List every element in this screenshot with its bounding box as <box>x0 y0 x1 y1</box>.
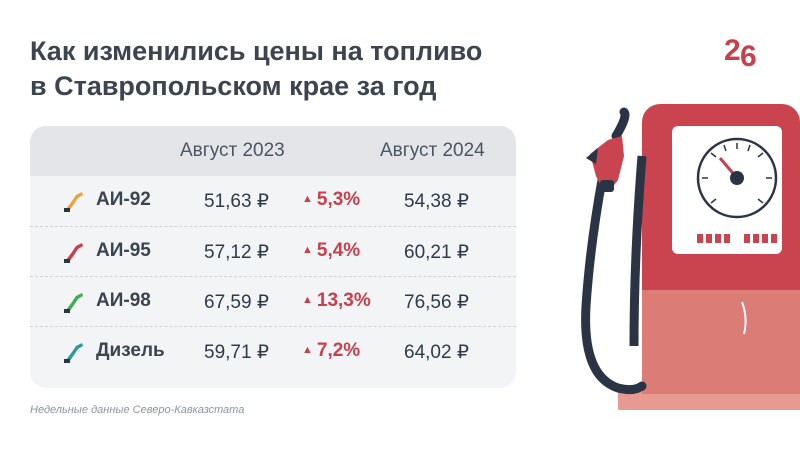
fuel-name: АИ-92 <box>96 189 151 210</box>
header-august-2023: Август 2023 <box>180 140 285 161</box>
price-change: ▲ 5,3% <box>302 189 360 211</box>
table-row: АИ-98 67,59 ₽ ▲ 13,3% 76,56 ₽ <box>30 276 516 326</box>
logo-26: 2 6 <box>724 34 757 70</box>
price-august-2023: 57,12 ₽ <box>204 242 269 263</box>
up-triangle-icon: ▲ <box>302 193 313 205</box>
price-august-2024: 64,02 ₽ <box>404 342 469 363</box>
header-august-2024: Август 2024 <box>380 140 485 161</box>
change-value: 5,3% <box>316 189 361 210</box>
fuel-name: АИ-95 <box>96 240 151 261</box>
source-footnote: Недельные данные Северо-Кавказстата <box>30 404 245 416</box>
svg-text:6: 6 <box>740 40 757 70</box>
price-change: ▲ 13,3% <box>302 290 371 312</box>
up-triangle-icon: ▲ <box>302 344 313 356</box>
price-august-2023: 51,63 ₽ <box>204 191 269 212</box>
fuel-nozzle-icon <box>64 293 83 313</box>
price-august-2023: 59,71 ₽ <box>204 342 269 363</box>
price-august-2024: 60,21 ₽ <box>404 242 469 263</box>
price-august-2023: 67,59 ₽ <box>204 292 269 313</box>
up-triangle-icon: ▲ <box>302 294 313 306</box>
up-triangle-icon: ▲ <box>302 244 313 256</box>
price-august-2024: 76,56 ₽ <box>404 292 469 313</box>
table-row: Дизель 59,71 ₽ ▲ 7,2% 64,02 ₽ <box>30 326 516 376</box>
table-row: АИ-92 51,63 ₽ ▲ 5,3% 54,38 ₽ <box>30 176 516 226</box>
change-value: 13,3% <box>316 290 371 311</box>
price-change: ▲ 5,4% <box>302 240 360 262</box>
title-line-2: в Ставропольском крае за год <box>30 71 437 101</box>
fuel-nozzle-icon <box>64 243 83 263</box>
title-line-1: Как изменились цены на топливо <box>30 36 483 66</box>
fuel-pump-illustration <box>581 104 800 410</box>
svg-text:2: 2 <box>724 34 741 67</box>
change-value: 5,4% <box>316 240 361 261</box>
fuel-name: АИ-98 <box>96 290 151 311</box>
price-table: Август 2023 Август 2024 АИ-92 51,63 ₽ ▲ 5… <box>30 126 516 388</box>
price-change: ▲ 7,2% <box>302 340 360 362</box>
fuel-nozzle-icon <box>64 192 83 212</box>
page-title: Как изменились цены на топливо в Ставроп… <box>30 34 590 104</box>
table-header: Август 2023 Август 2024 <box>30 126 516 176</box>
change-value: 7,2% <box>316 340 361 361</box>
fuel-nozzle-icon <box>64 343 83 363</box>
fuel-name: Дизель <box>96 340 165 361</box>
table-row: АИ-95 57,12 ₽ ▲ 5,4% 60,21 ₽ <box>30 226 516 276</box>
price-august-2024: 54,38 ₽ <box>404 191 469 212</box>
